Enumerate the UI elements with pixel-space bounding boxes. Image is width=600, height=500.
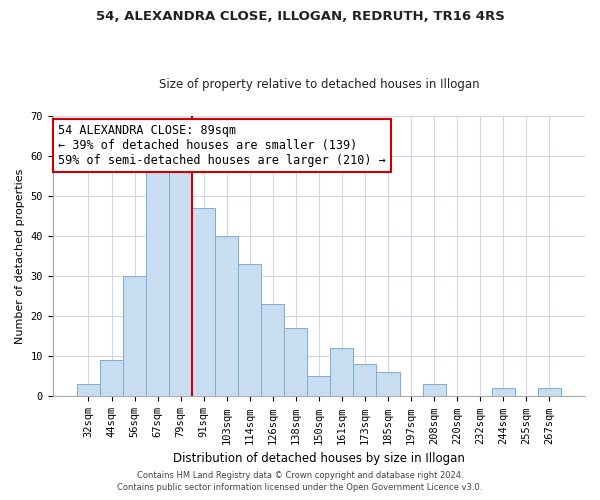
Bar <box>331 348 353 397</box>
Bar <box>538 388 561 396</box>
Bar <box>146 172 169 396</box>
Bar <box>77 384 100 396</box>
Bar <box>491 388 515 396</box>
Text: 54, ALEXANDRA CLOSE, ILLOGAN, REDRUTH, TR16 4RS: 54, ALEXANDRA CLOSE, ILLOGAN, REDRUTH, T… <box>95 10 505 23</box>
Bar <box>100 360 123 396</box>
Bar <box>215 236 238 396</box>
Text: 54 ALEXANDRA CLOSE: 89sqm
← 39% of detached houses are smaller (139)
59% of semi: 54 ALEXANDRA CLOSE: 89sqm ← 39% of detac… <box>58 124 386 167</box>
Bar <box>238 264 261 396</box>
Bar <box>284 328 307 396</box>
Bar <box>422 384 446 396</box>
X-axis label: Distribution of detached houses by size in Illogan: Distribution of detached houses by size … <box>173 452 465 465</box>
Title: Size of property relative to detached houses in Illogan: Size of property relative to detached ho… <box>158 78 479 91</box>
Bar <box>123 276 146 396</box>
Bar <box>353 364 376 396</box>
Bar <box>169 168 192 396</box>
Bar <box>376 372 400 396</box>
Bar <box>192 208 215 396</box>
Bar <box>261 304 284 396</box>
Text: Contains HM Land Registry data © Crown copyright and database right 2024.
Contai: Contains HM Land Registry data © Crown c… <box>118 471 482 492</box>
Bar <box>307 376 331 396</box>
Y-axis label: Number of detached properties: Number of detached properties <box>15 168 25 344</box>
